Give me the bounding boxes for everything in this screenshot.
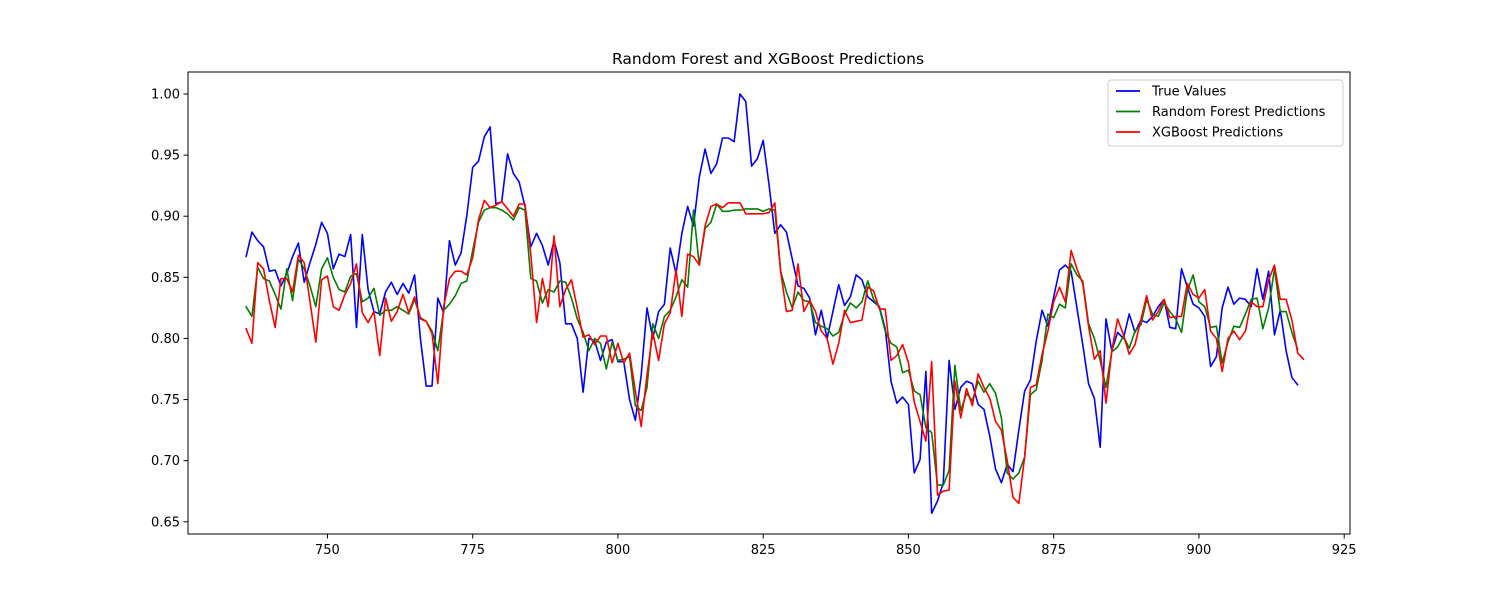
x-tick-label: 875 [1041,543,1066,558]
series-layer [245,93,1305,515]
y-tick-label: 1.00 [151,88,180,103]
legend-label-random-forest-predictions: Random Forest Predictions [1152,105,1326,120]
x-tick-label: 775 [460,543,485,558]
y-tick-label: 0.95 [151,149,180,164]
x-tick-label: 825 [751,543,776,558]
x-tick-label: 750 [315,543,340,558]
legend: True Values Random Forest Predictions XGBo… [1107,79,1344,147]
legend-label-true-values: True Values [1151,85,1226,100]
legend-label-xgboost-predictions: XGBoost Predictions [1152,126,1283,141]
y-tick-label: 0.75 [151,393,180,408]
x-tick-label: 850 [896,543,921,558]
plot-frame [187,71,1351,535]
legend-box [1107,79,1344,147]
series-line-random-forest-predictions [245,203,1299,486]
y-tick-label: 0.65 [151,515,180,530]
x-tick-label: 900 [1187,543,1212,558]
chart-title: Random Forest and XGBoost Predictions [612,50,924,68]
series-line-xgboost-predictions [245,199,1305,505]
axis-layer: 750 775 800 825 850 875 900 925 0.65 0.70 0.75 0.80… [151,88,1357,559]
y-tick-label: 0.80 [151,332,180,347]
y-tick-label: 0.90 [151,210,180,225]
x-tick-label: 925 [1332,543,1357,558]
y-tick-label: 0.85 [151,271,180,286]
y-tick-label: 0.70 [151,454,180,469]
x-tick-label: 800 [606,543,631,558]
